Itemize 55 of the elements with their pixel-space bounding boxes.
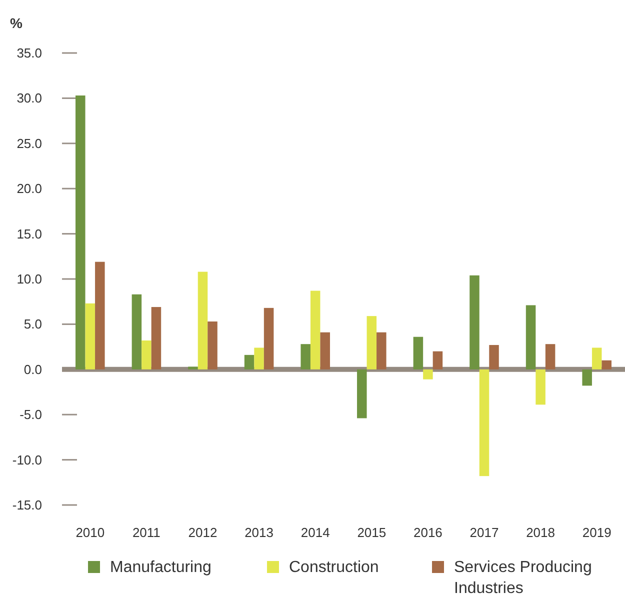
legend-label: Construction	[289, 559, 379, 576]
bar	[582, 369, 592, 386]
bar	[188, 366, 198, 370]
x-tick-label: 2010	[76, 525, 105, 540]
bar	[95, 262, 105, 370]
bar	[470, 275, 480, 370]
bar	[413, 336, 424, 370]
bar	[592, 348, 602, 370]
y-tick-label: 35.0	[16, 46, 42, 60]
bar	[132, 294, 142, 370]
y-tick-label: 25.0	[16, 136, 42, 151]
y-axis-title: %	[10, 15, 23, 31]
x-tick-label: 2019	[582, 525, 612, 540]
bar	[300, 344, 310, 370]
bar	[310, 290, 320, 370]
bar	[432, 351, 443, 370]
x-tick-label: 2017	[470, 525, 499, 540]
y-tick-label: -15.0	[12, 498, 42, 512]
y-tick-label: 15.0	[16, 226, 42, 242]
bar	[264, 308, 274, 370]
bar	[254, 348, 264, 370]
bar	[479, 369, 490, 476]
y-tick-label: 0.0	[24, 362, 42, 377]
bar	[536, 369, 546, 405]
x-tick-label: 2011	[132, 525, 160, 540]
x-tick-label: 2016	[413, 525, 442, 540]
bar	[423, 369, 433, 380]
legend-label: Services Producing Industries	[454, 559, 592, 597]
legend-label: Manufacturing	[110, 559, 212, 576]
bar	[526, 305, 536, 370]
bar	[142, 340, 152, 370]
bar	[208, 321, 218, 370]
y-tick-label: 5.0	[24, 316, 42, 332]
x-tick-label: 2018	[526, 525, 556, 540]
y-tick-label: -5.0	[20, 407, 42, 422]
x-tick-label: 2012	[188, 525, 218, 540]
bar	[489, 344, 499, 370]
y-tick-label: 30.0	[16, 90, 42, 106]
bar	[76, 95, 86, 370]
bar	[151, 307, 162, 370]
y-tick-label: 10.0	[16, 272, 42, 286]
bar	[357, 369, 367, 418]
bar	[366, 316, 377, 370]
bar	[320, 332, 330, 370]
x-tick-label: 2013	[244, 525, 274, 540]
bar	[244, 354, 254, 370]
bar	[545, 344, 556, 370]
y-tick-label: -10.0	[12, 452, 42, 468]
x-tick-label: 2014	[300, 525, 330, 540]
y-tick-label: 20.0	[16, 181, 42, 196]
bar	[198, 272, 208, 370]
x-tick-label: 2015	[357, 525, 386, 540]
bar	[376, 332, 386, 370]
bar	[85, 303, 96, 370]
bar	[602, 360, 612, 370]
